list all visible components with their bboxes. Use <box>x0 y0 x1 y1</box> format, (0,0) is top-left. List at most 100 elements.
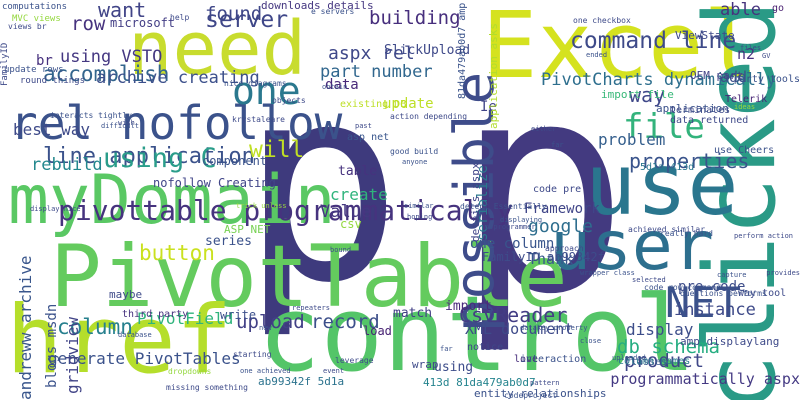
cloud-word: downloads details <box>261 0 374 12</box>
cloud-word: amp displaylang <box>680 335 780 348</box>
cloud-word: XML document <box>465 320 574 338</box>
cloud-word: far <box>551 141 564 149</box>
cloud-word: import file <box>601 88 674 101</box>
cloud-word: archive creating <box>96 68 260 88</box>
cloud-word: use Cheers <box>714 145 775 156</box>
cloud-word: myDomain <box>8 161 336 240</box>
cloud-word: difficult <box>101 122 139 130</box>
cloud-word: application <box>656 102 729 115</box>
cloud-word: 81da479ab0d7 amp <box>457 2 468 99</box>
cloud-word: really hard <box>660 229 713 238</box>
cloud-word: views br <box>8 22 47 31</box>
cloud-word: objects <box>272 96 306 105</box>
cloud-word: aspx rel <box>328 43 415 64</box>
cloud-word: match <box>393 306 433 321</box>
cloud-word: new <box>259 324 272 332</box>
cloud-word: close <box>580 337 602 345</box>
cloud-word: round things <box>20 76 86 86</box>
cloud-word: found <box>205 3 263 25</box>
cloud-word: Excel <box>482 0 759 99</box>
cloud-word: database <box>118 331 152 339</box>
cloud-word: love <box>514 354 539 365</box>
cloud-word: way tool <box>738 288 787 299</box>
cloud-word: Value <box>320 202 372 222</box>
cloud-word: code row command <box>644 283 722 292</box>
cloud-word: GV <box>762 52 771 60</box>
cloud-word: existing DB <box>340 99 407 110</box>
cloud-word: command line <box>570 28 737 54</box>
cloud-word: product <box>624 350 705 372</box>
cloud-word: gridview <box>63 316 82 394</box>
cloud-word: using <box>434 360 474 375</box>
cloud-word: import <box>445 299 492 314</box>
cloud-word: wrapper class <box>580 269 635 277</box>
cloud-word: Ie <box>480 99 497 115</box>
cloud-word: href <box>6 286 233 395</box>
cloud-word: pattern <box>530 379 560 387</box>
cloud-word: blogs msdn <box>44 303 60 388</box>
cloud-word: need <box>128 6 307 92</box>
cloud-word: files <box>740 44 762 52</box>
cloud-word: code pre <box>533 184 582 195</box>
cloud-word: using VSTO <box>60 47 163 67</box>
cloud-word: dropdowns <box>168 367 212 376</box>
cloud-word: starting <box>233 350 272 359</box>
cloud-word: OEM part <box>690 69 743 82</box>
cloud-word: load <box>363 324 392 338</box>
cloud-word: asp net <box>347 132 390 143</box>
cloud-word: display nice <box>30 205 81 213</box>
cloud-word: third party <box>122 309 189 320</box>
cloud-word: p <box>455 21 630 358</box>
cloud-word: db schema <box>617 336 720 358</box>
cloud-word: ideas <box>734 103 756 111</box>
cloud-word: want <box>98 0 147 22</box>
cloud-word: nofollow Creating <box>153 176 276 190</box>
cloud-word: use <box>585 136 739 235</box>
cloud-word: good build <box>390 147 439 156</box>
cloud-word: terminates <box>670 105 731 116</box>
cloud-word: perform action <box>734 232 794 240</box>
cloud-word: server <box>205 7 289 33</box>
cloud-word: PivotField <box>137 309 234 328</box>
cloud-word: data <box>325 77 359 93</box>
cloud-word: selected <box>632 276 666 284</box>
cloud-word: p <box>240 27 403 342</box>
cloud-word: write <box>220 308 257 322</box>
cloud-word: generate PivotTables <box>48 349 241 368</box>
cloud-word: bound <box>330 246 352 254</box>
cloud-word: wrap <box>412 358 439 371</box>
cloud-word: go <box>772 3 785 14</box>
cloud-word: way <box>629 83 666 107</box>
cloud-word: repeaters <box>292 304 330 312</box>
cloud-word: wish <box>118 119 135 127</box>
cloud-word: leverage <box>335 356 374 365</box>
cloud-word: displaying <box>500 216 543 224</box>
cloud-word: FamilyID ab99342f <box>482 250 605 264</box>
cloud-word: ended <box>586 51 608 59</box>
cloud-word: one achieved <box>240 367 291 375</box>
cloud-word: action depending <box>390 112 468 121</box>
cloud-word: approach <box>545 244 584 253</box>
cloud-word: Telerik <box>725 94 768 105</box>
cloud-word: properties <box>629 149 750 173</box>
cloud-word: row <box>71 13 106 35</box>
cloud-word: uploaded <box>612 354 646 362</box>
cloud-word: accomplish <box>43 62 170 86</box>
cloud-word: similar <box>404 202 434 210</box>
cloud-word: able <box>720 0 761 20</box>
cloud-word: Framework <box>524 201 600 217</box>
cloud-word: achieved similar <box>628 225 706 234</box>
cloud-word: past <box>355 122 372 130</box>
cloud-word: microsoft <box>110 16 176 30</box>
cloud-word: party tools <box>733 74 800 85</box>
cloud-word: MVC views <box>12 14 61 24</box>
cloud-word: interaction <box>520 354 587 365</box>
cloud-word: event <box>323 367 345 375</box>
cloud-word: instance <box>674 300 756 320</box>
cloud-word: pivottable programmatically <box>58 194 514 227</box>
cloud-word: notice <box>467 342 504 353</box>
cloud-word: interacts tightly <box>50 111 132 120</box>
cloud-word: trick unless <box>236 202 287 210</box>
cloud-word: br <box>36 53 53 69</box>
